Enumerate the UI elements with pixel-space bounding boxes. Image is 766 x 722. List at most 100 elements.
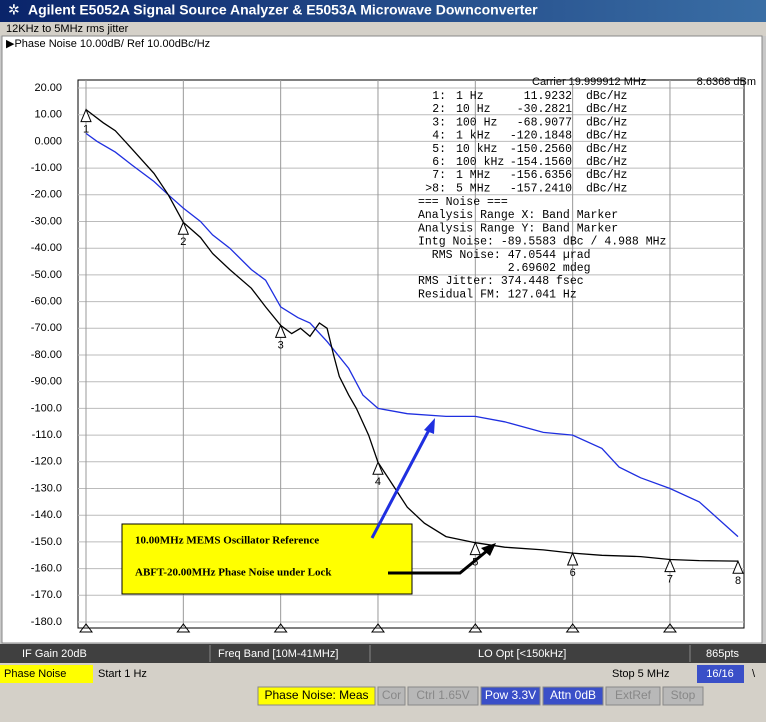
noise-line: 2.69602 mdeg bbox=[418, 262, 591, 275]
marker-freq: 1 kHz bbox=[456, 130, 491, 143]
footer-end: \ bbox=[752, 668, 756, 680]
stop: Stop 5 MHz bbox=[612, 668, 669, 680]
y-tick-label: -140.0 bbox=[31, 509, 62, 521]
indicator: Ctrl 1.65V bbox=[416, 688, 469, 702]
status: Freq Band [10M-41MHz] bbox=[218, 648, 338, 660]
y-tick-label: -30.00 bbox=[31, 215, 62, 227]
x-tick-mark bbox=[176, 623, 191, 633]
subtitle-bar bbox=[0, 22, 766, 36]
y-tick-label: -70.00 bbox=[31, 322, 62, 334]
y-tick-label: -110.0 bbox=[32, 429, 62, 441]
marker bbox=[566, 551, 579, 566]
marker bbox=[732, 559, 744, 574]
marker bbox=[469, 541, 482, 556]
y-tick-label: -80.00 bbox=[31, 349, 62, 361]
status: 865pts bbox=[706, 648, 740, 660]
y-tick-label: -180.0 bbox=[31, 616, 62, 628]
y-tick-label: -150.0 bbox=[31, 536, 62, 548]
annotation: 10.00MHz MEMS Oscillator Reference bbox=[135, 535, 319, 547]
noise-line: Analysis Range Y: Band Marker bbox=[418, 222, 618, 235]
marker-unit: dBc/Hz bbox=[586, 116, 627, 129]
x-tick-mark bbox=[662, 623, 677, 633]
start: Start 1 Hz bbox=[98, 668, 147, 680]
marker-value: 11.9232 bbox=[524, 90, 572, 103]
marker-value: -157.2410 bbox=[510, 182, 572, 195]
marker-value: -30.2821 bbox=[517, 103, 572, 116]
indicator-box bbox=[480, 686, 541, 706]
marker-id: 3: bbox=[432, 116, 446, 129]
marker-freq: 5 MHz bbox=[456, 182, 491, 195]
indicator: Cor bbox=[382, 688, 401, 702]
noise-line: Residual FM: 127.041 Hz bbox=[418, 288, 577, 301]
noise-line: Intg Noise: -89.5583 dBc / 4.988 MHz bbox=[418, 236, 666, 249]
marker-id: 7: bbox=[432, 169, 446, 182]
page-box bbox=[697, 665, 744, 683]
noise-line: === Noise === bbox=[418, 196, 508, 209]
indicator-box bbox=[377, 686, 406, 706]
annotation: ABFT-20.00MHz Phase Noise under Lock bbox=[135, 567, 332, 579]
title-bar bbox=[0, 0, 766, 22]
y-tick-label: -40.00 bbox=[31, 242, 62, 254]
y-tick-label: -10.00 bbox=[31, 162, 62, 174]
mode-box[interactable] bbox=[0, 665, 93, 683]
marker-unit: dBc/Hz bbox=[586, 182, 627, 195]
marker-freq: 100 kHz bbox=[456, 156, 504, 169]
x-tick-mark bbox=[79, 623, 93, 633]
y-tick-label: -120.0 bbox=[31, 456, 62, 468]
y-tick-label: 20.00 bbox=[34, 82, 62, 94]
noise-line: RMS Jitter: 374.448 fsec bbox=[418, 275, 584, 288]
marker-freq: 100 Hz bbox=[456, 116, 497, 129]
marker-id: 2: bbox=[432, 103, 446, 116]
marker-label: 3 bbox=[278, 339, 284, 351]
noise-line: RMS Noise: 47.0544 µrad bbox=[418, 249, 591, 262]
marker-label: 4 bbox=[375, 476, 381, 488]
annotations: 10.00MHz MEMS Oscillator Reference ABFT-… bbox=[121, 418, 496, 595]
marker-unit: dBc/Hz bbox=[586, 169, 627, 182]
indicator: Attn 0dB bbox=[550, 688, 596, 702]
marker-id: >8: bbox=[425, 182, 446, 195]
marker bbox=[177, 220, 190, 235]
marker bbox=[274, 324, 287, 338]
indicator: Phase Noise: Meas bbox=[264, 688, 368, 702]
marker-label: 7 bbox=[667, 574, 673, 586]
subtitle: 12KHz to 5MHz rms jitter bbox=[6, 23, 129, 35]
mode: Phase Noise bbox=[4, 668, 66, 680]
marker-freq: 10 kHz bbox=[456, 143, 497, 156]
carrier-power: 8.6368 dBm bbox=[697, 76, 756, 88]
y-tick-label: -160.0 bbox=[31, 563, 62, 575]
marker-unit: dBc/Hz bbox=[586, 156, 627, 169]
marker-id: 4: bbox=[432, 130, 446, 143]
marker-id: 5: bbox=[432, 143, 446, 156]
marker-freq: 1 Hz bbox=[456, 90, 484, 103]
marker-value: -68.9077 bbox=[517, 116, 572, 129]
indicator: Pow 3.3V bbox=[485, 688, 536, 702]
marker-unit: dBc/Hz bbox=[586, 103, 627, 116]
window-title: Agilent E5052A Signal Source Analyzer & … bbox=[28, 2, 538, 18]
indicator-box bbox=[542, 686, 604, 706]
icon: ✲ bbox=[8, 2, 20, 18]
marker-value: -154.1560 bbox=[510, 156, 572, 169]
chart-title: ▶Phase Noise 10.00dB/ Ref 10.00dBc/Hz bbox=[6, 38, 210, 50]
marker-unit: dBc/Hz bbox=[586, 90, 627, 103]
marker-value: -120.1848 bbox=[510, 130, 572, 143]
y-tick-label: -100.0 bbox=[31, 402, 62, 414]
marker bbox=[664, 558, 676, 573]
x-tick-mark bbox=[468, 623, 483, 633]
indicator: ExtRef bbox=[615, 688, 652, 702]
arrow bbox=[388, 548, 489, 575]
status: IF Gain 20dB bbox=[22, 648, 87, 660]
marker bbox=[80, 108, 92, 123]
plot-frame bbox=[77, 79, 745, 629]
x-tick-mark bbox=[273, 623, 288, 633]
marker-label: 1 bbox=[83, 123, 89, 135]
indicator-box bbox=[257, 686, 376, 706]
marker-value: -150.2560 bbox=[510, 143, 572, 156]
noise-line: Analysis Range X: Band Marker bbox=[418, 209, 618, 222]
marker-label: 5 bbox=[472, 556, 478, 568]
y-tick-label: -170.0 bbox=[31, 589, 62, 601]
y-tick-label: 10.00 bbox=[34, 109, 62, 121]
arrowhead bbox=[424, 418, 435, 434]
carrier: Carrier 19.999912 MHz bbox=[532, 76, 646, 88]
page: 16/16 bbox=[706, 668, 734, 680]
